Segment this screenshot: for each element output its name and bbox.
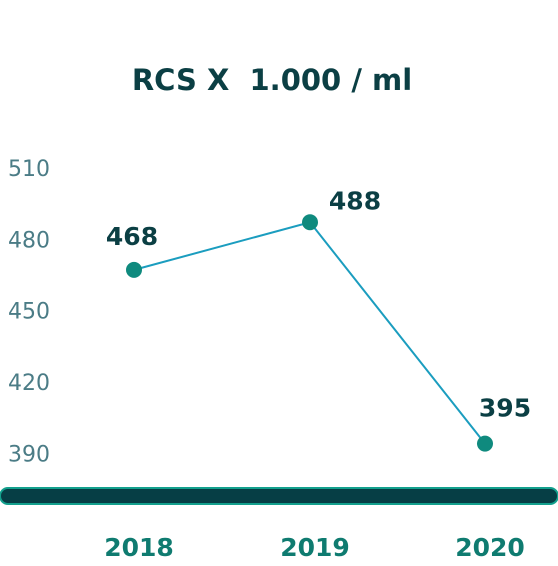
- y-tick-label: 390: [8, 443, 50, 468]
- chart-title: RCS X 1.000 / ml: [132, 63, 412, 97]
- x-tick-label: 2019: [280, 533, 350, 562]
- value-label: 468: [106, 222, 158, 251]
- y-tick-label: 420: [8, 371, 50, 396]
- point: [477, 435, 493, 452]
- x-tick-label: 2020: [455, 533, 525, 562]
- x-tick-label: 2018: [104, 533, 174, 562]
- y-tick-label: 480: [8, 228, 50, 253]
- y-tick-label: 510: [8, 157, 50, 182]
- line: [133, 221, 486, 445]
- x-axis: [0, 487, 558, 505]
- point: [302, 214, 318, 231]
- value-label: 488: [329, 186, 381, 215]
- value-label: 395: [479, 394, 531, 423]
- point: [126, 261, 142, 278]
- y-tick-label: 450: [8, 300, 50, 325]
